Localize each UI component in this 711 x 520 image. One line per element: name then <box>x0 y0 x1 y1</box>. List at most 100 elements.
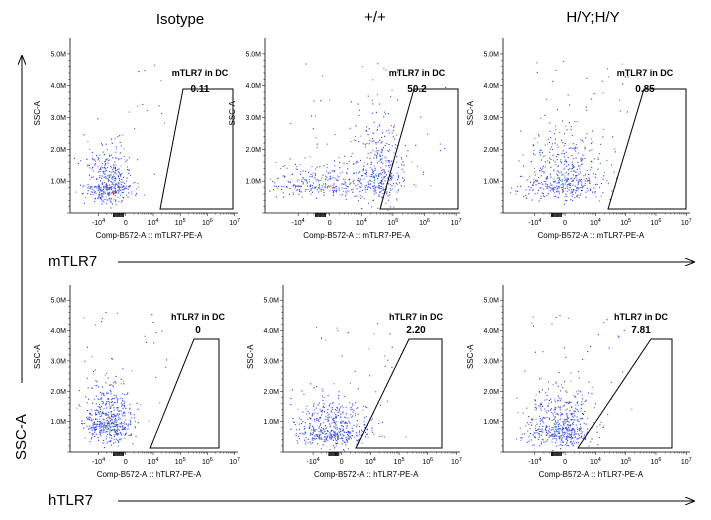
event-point <box>301 433 303 435</box>
event-point <box>118 159 120 161</box>
event-point <box>566 437 568 439</box>
event-point <box>342 429 344 431</box>
event-point <box>124 434 126 436</box>
event-point <box>341 433 343 435</box>
event-point <box>316 438 318 440</box>
event-point <box>127 186 129 188</box>
event-point <box>372 103 374 105</box>
event-point <box>357 441 359 443</box>
event-point <box>340 406 342 408</box>
event-point <box>401 158 403 160</box>
event-point <box>390 164 392 166</box>
event-point <box>391 132 393 134</box>
event-point <box>540 149 542 151</box>
event-point <box>347 448 349 450</box>
event-point <box>136 188 138 190</box>
event-point <box>103 392 105 394</box>
event-point <box>323 403 325 405</box>
event-point <box>330 177 332 179</box>
event-point <box>565 390 567 392</box>
event-point <box>98 188 100 190</box>
event-point <box>535 394 537 396</box>
event-point <box>577 442 579 444</box>
event-point <box>114 184 116 186</box>
event-point <box>572 174 574 176</box>
event-point <box>384 156 386 158</box>
event-point <box>92 159 94 161</box>
event-point <box>154 64 156 66</box>
event-point <box>125 407 127 409</box>
event-point <box>350 407 352 409</box>
event-point <box>88 174 90 176</box>
event-point <box>123 421 125 423</box>
event-point <box>326 435 328 437</box>
event-point <box>102 394 104 396</box>
event-point <box>87 187 89 189</box>
event-point <box>95 380 97 382</box>
event-point <box>334 435 336 437</box>
event-point <box>100 197 102 199</box>
event-point <box>539 445 541 447</box>
event-point <box>316 435 318 437</box>
event-point <box>345 413 347 415</box>
panels: 1.0M2.0M3.0M4.0M5.0M-104 0 104 105 106 107SSC… <box>33 38 692 479</box>
event-point <box>313 427 315 429</box>
event-point <box>135 435 137 437</box>
event-point <box>94 421 96 423</box>
event-point <box>112 403 114 405</box>
event-point <box>286 186 288 188</box>
event-point <box>365 406 367 408</box>
event-point <box>353 139 355 141</box>
event-point <box>120 432 122 434</box>
event-point <box>576 420 578 422</box>
event-point <box>364 144 366 146</box>
event-point <box>359 431 361 433</box>
event-point <box>128 186 130 188</box>
event-point <box>558 177 560 179</box>
event-point <box>568 164 570 166</box>
event-point <box>511 187 513 189</box>
event-point <box>382 189 384 191</box>
event-point <box>591 191 593 193</box>
event-point <box>310 417 312 419</box>
y-tick-label: 1.0M <box>483 419 499 426</box>
event-point <box>528 440 530 442</box>
panel-y-label: SSC-A <box>466 100 475 125</box>
event-point <box>552 429 554 431</box>
event-point <box>549 190 551 192</box>
event-point <box>581 190 583 192</box>
event-point <box>95 414 97 416</box>
event-point <box>391 176 393 178</box>
event-point <box>119 186 121 188</box>
event-point <box>320 410 322 412</box>
event-point <box>353 183 355 185</box>
event-point <box>568 147 570 149</box>
event-point <box>534 167 536 169</box>
event-point <box>362 409 364 411</box>
event-point <box>548 161 550 163</box>
event-point <box>362 170 364 172</box>
event-point <box>579 193 581 195</box>
event-point <box>117 398 119 400</box>
event-point <box>386 193 388 195</box>
event-point <box>343 183 345 185</box>
event-point <box>598 437 600 439</box>
event-point <box>123 182 125 184</box>
event-point <box>112 423 114 425</box>
event-point <box>89 188 91 190</box>
event-point <box>439 143 441 145</box>
event-point <box>342 438 344 440</box>
event-point <box>560 444 562 446</box>
event-point <box>553 437 555 439</box>
event-point <box>101 194 103 196</box>
event-point <box>531 418 533 420</box>
event-point <box>311 176 313 178</box>
event-point <box>562 387 564 389</box>
event-point <box>531 184 533 186</box>
event-point <box>384 355 386 357</box>
event-point <box>579 428 581 430</box>
event-point <box>304 431 306 433</box>
event-point <box>368 202 370 204</box>
event-point <box>312 172 314 174</box>
event-point <box>552 384 554 386</box>
